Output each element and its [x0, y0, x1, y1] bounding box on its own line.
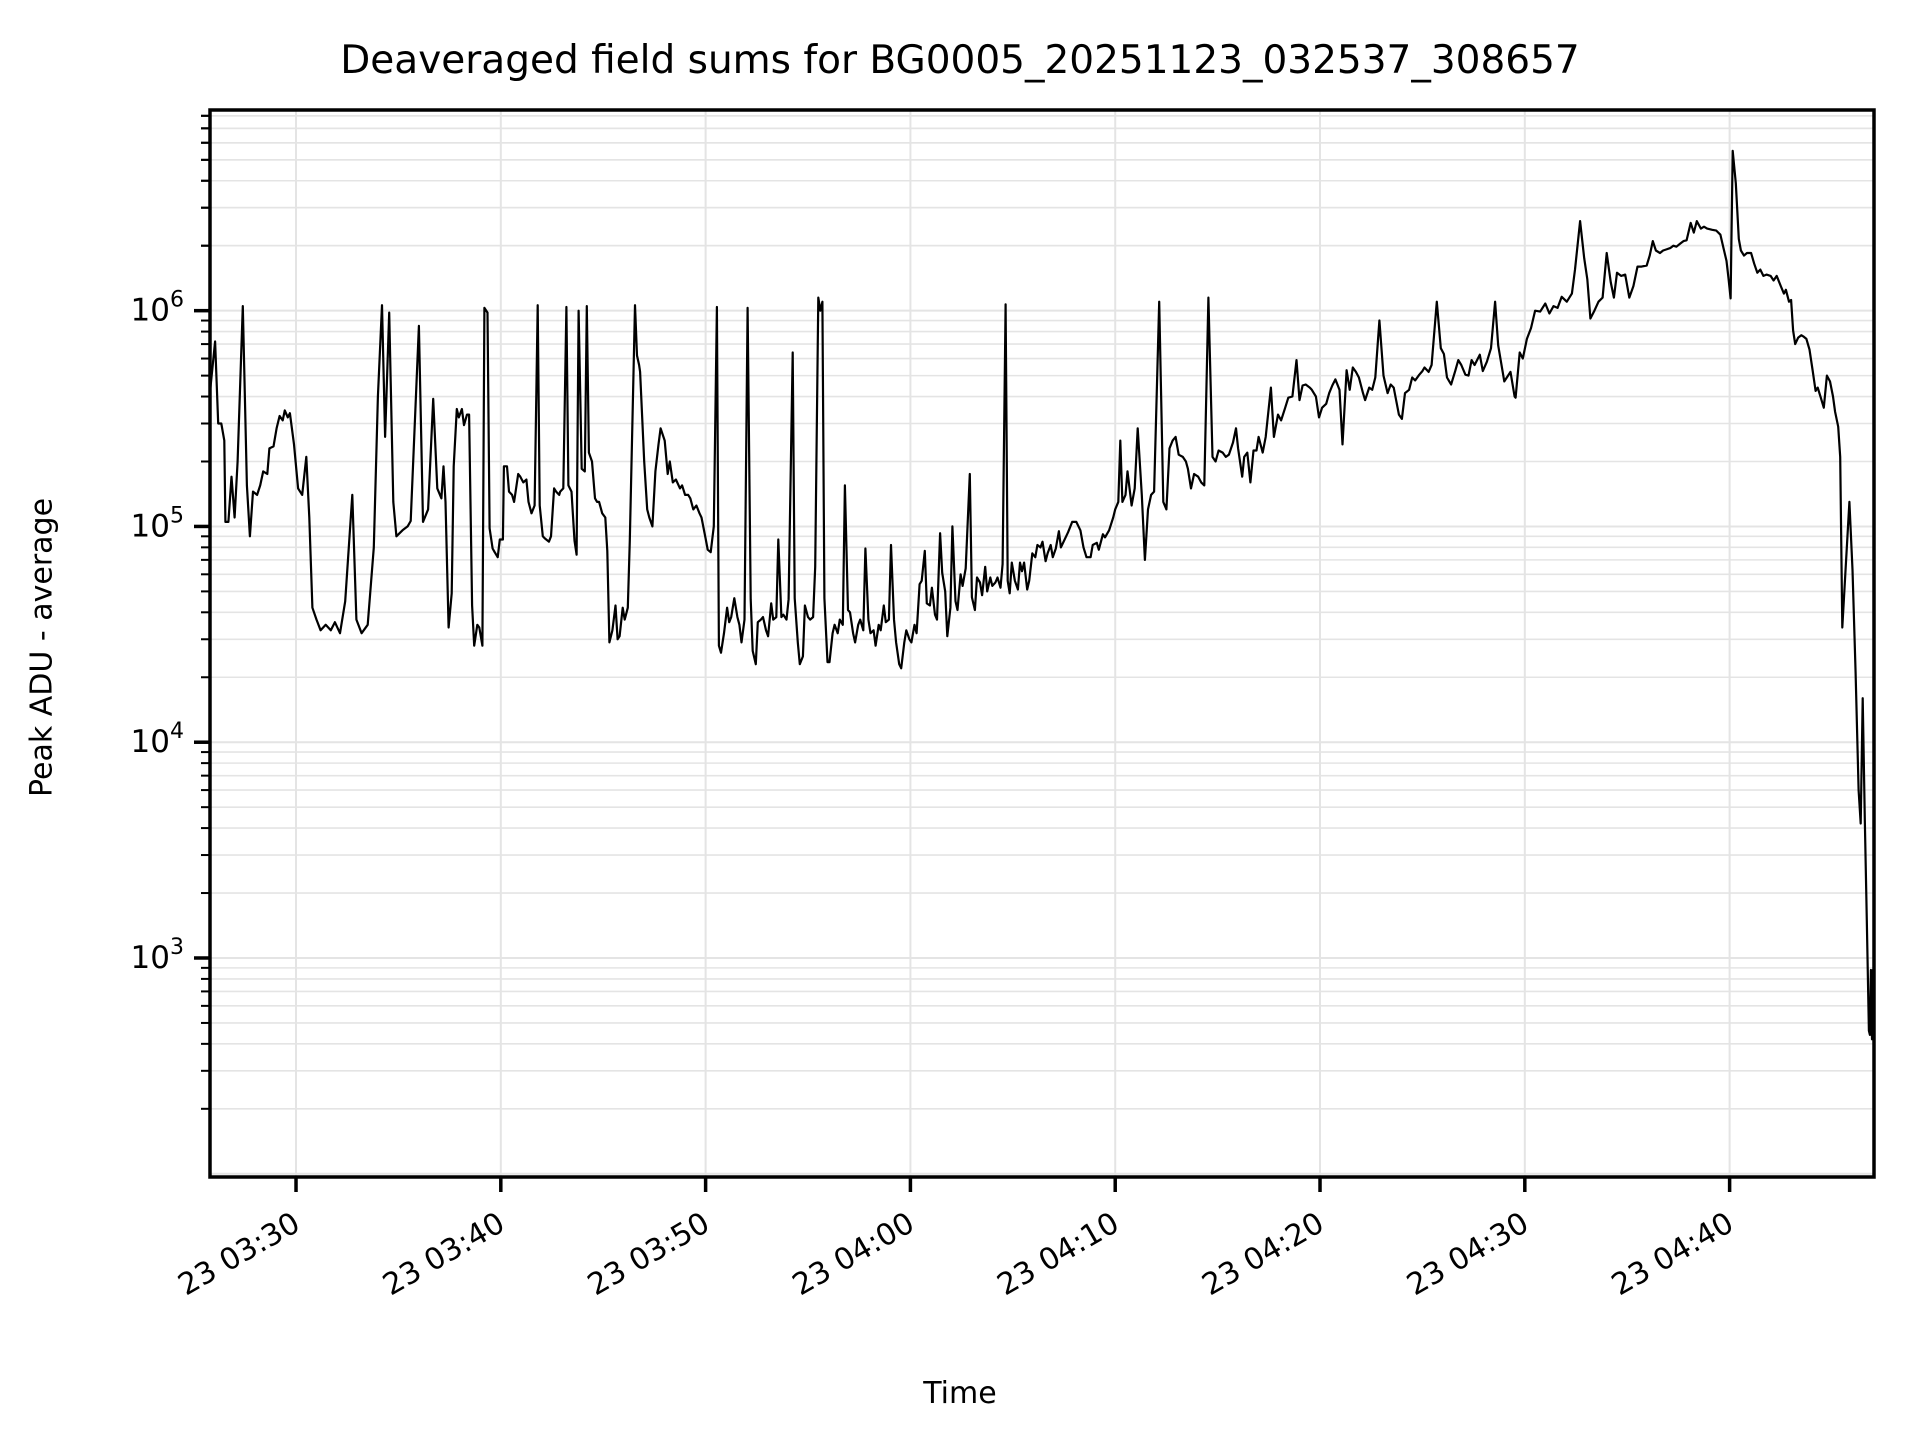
data-line-series	[208, 149, 1875, 1041]
y-tick-label: 104	[131, 719, 184, 760]
y-tick-label: 106	[131, 288, 184, 329]
x-tick-label: 23 04:10	[992, 1206, 1126, 1303]
x-tick-label: 23 03:50	[582, 1206, 716, 1303]
x-tick-label: 23 04:20	[1196, 1206, 1330, 1303]
x-axis-label: Time	[923, 1376, 997, 1411]
x-tick-label: 23 04:40	[1606, 1206, 1740, 1303]
y-tick-label: 105	[131, 503, 184, 544]
x-tick-label: 23 03:30	[172, 1206, 306, 1303]
y-axis-label: Peak ADU - average	[24, 497, 60, 798]
x-tick-label: 23 04:00	[787, 1206, 921, 1303]
chart-title: Deaveraged field sums for BG0005_2025112…	[340, 38, 1580, 83]
x-tick-label: 23 04:30	[1401, 1206, 1535, 1303]
y-tick-label: 103	[131, 935, 184, 976]
plot-border	[208, 108, 1876, 1179]
x-tick-label: 23 03:40	[377, 1206, 511, 1303]
